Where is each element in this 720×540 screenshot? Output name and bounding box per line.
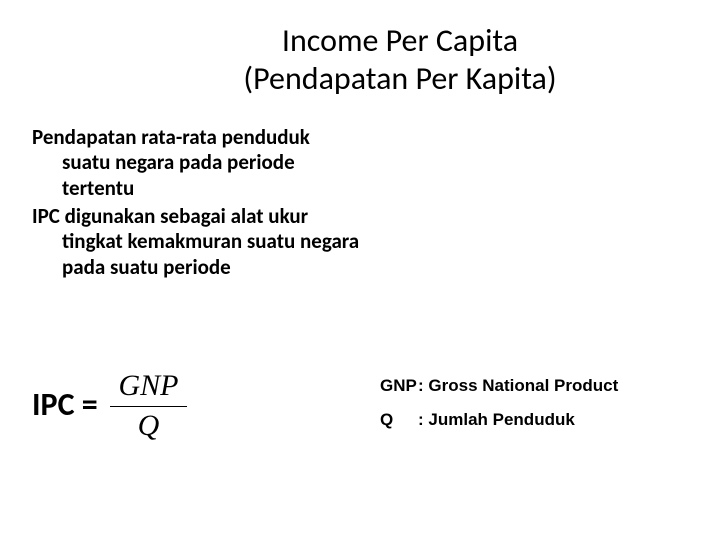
legend-gnp-sep: :	[418, 376, 428, 395]
formula-denominator: Q	[110, 406, 188, 444]
legend-row-gnp: GNP: Gross National Product	[380, 376, 618, 396]
formula-fraction: GNP Q	[110, 369, 188, 443]
legend: GNP: Gross National Product Q: Jumlah Pe…	[380, 376, 618, 444]
formula: IPC = GNP Q	[32, 365, 187, 443]
body-text: Pendapatan rata-rata penduduk suatu nega…	[0, 99, 360, 281]
legend-q-key: Q	[380, 410, 418, 430]
legend-q-sep: :	[418, 410, 428, 429]
title-line-2: (Pendapatan Per Kapita)	[140, 60, 660, 98]
slide-title: Income Per Capita (Pendapatan Per Kapita…	[0, 0, 720, 99]
paragraph-2: IPC digunakan sebagai alat ukur tingkat …	[32, 204, 360, 281]
legend-q-val: Jumlah Penduduk	[428, 410, 574, 429]
formula-numerator: GNP	[115, 369, 183, 406]
legend-row-q: Q: Jumlah Penduduk	[380, 410, 618, 430]
legend-gnp-key: GNP	[380, 376, 418, 396]
paragraph-1: Pendapatan rata-rata penduduk suatu nega…	[32, 125, 360, 202]
formula-lhs: IPC =	[32, 385, 98, 424]
title-line-1: Income Per Capita	[140, 22, 660, 60]
legend-gnp-val: Gross National Product	[428, 376, 618, 395]
